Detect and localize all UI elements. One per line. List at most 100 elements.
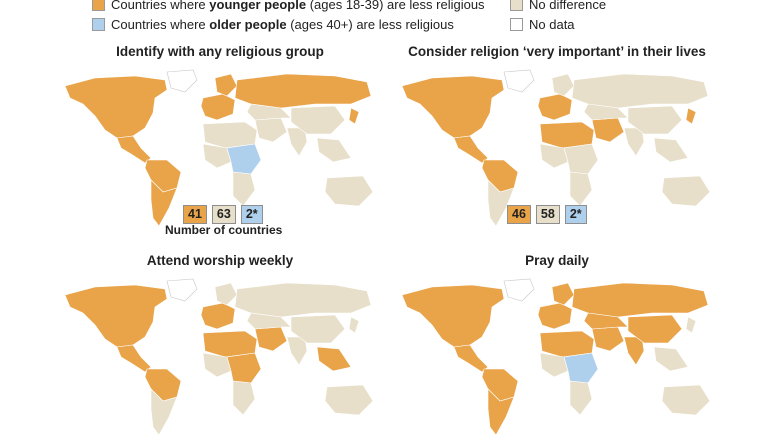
region-south-america-north xyxy=(481,368,519,402)
region-south-america-north xyxy=(144,159,182,193)
panel-religion-very-important: Consider religion ‘very important’ in th… xyxy=(392,38,722,238)
count-younger: 46 xyxy=(507,205,531,224)
region-west-africa xyxy=(539,143,569,169)
region-middle-east xyxy=(591,326,625,352)
region-japan xyxy=(685,316,697,334)
world-map xyxy=(401,69,711,227)
region-southeast-asia xyxy=(653,137,689,163)
region-china xyxy=(290,314,346,344)
count-younger: 41 xyxy=(183,205,207,224)
region-central-africa xyxy=(563,143,599,175)
region-europe-west xyxy=(537,302,573,330)
region-middle-east xyxy=(591,117,625,143)
region-europe-west xyxy=(537,93,573,121)
region-north-africa xyxy=(202,121,258,149)
legend-nodata: No data xyxy=(510,17,575,32)
region-south-america-north xyxy=(144,368,182,402)
legend-nodiff-label: No difference xyxy=(529,0,607,12)
region-southeast-asia xyxy=(316,346,352,372)
region-north-america xyxy=(64,284,168,348)
region-central-africa xyxy=(563,352,599,384)
region-india xyxy=(286,336,308,366)
region-southern-africa xyxy=(569,380,593,416)
legend-older: Countries where older people (ages 40+) … xyxy=(92,17,454,32)
region-southern-africa xyxy=(232,171,256,207)
region-central-america xyxy=(453,135,489,164)
panel-identify-religious-group: Identify with any religious group 41 63 … xyxy=(55,38,385,238)
panel-title: Identify with any religious group xyxy=(116,44,324,59)
region-central-asia xyxy=(583,103,629,121)
world-map xyxy=(401,278,711,436)
region-central-asia xyxy=(583,312,629,330)
region-central-america xyxy=(116,135,152,164)
region-central-africa xyxy=(226,143,262,175)
legend-younger: Countries where younger people (ages 18-… xyxy=(92,0,485,12)
region-north-america xyxy=(401,75,505,139)
region-india xyxy=(623,336,645,366)
region-southeast-asia xyxy=(653,346,689,372)
nodata-swatch xyxy=(510,18,523,31)
region-north-africa xyxy=(202,330,258,358)
region-japan xyxy=(685,107,697,125)
country-counts: 46 58 2* xyxy=(507,205,587,224)
region-scandinavia xyxy=(214,73,238,97)
world-map xyxy=(64,69,374,227)
region-scandinavia xyxy=(551,282,575,306)
region-north-america xyxy=(401,284,505,348)
counts-caption: Number of countries xyxy=(165,223,283,237)
count-no-difference: 63 xyxy=(211,205,236,224)
region-greenland xyxy=(503,278,535,302)
region-australia xyxy=(661,384,711,416)
region-west-africa xyxy=(202,143,232,169)
region-japan xyxy=(348,316,360,334)
legend-younger-text: Countries where younger people (ages 18-… xyxy=(111,0,485,12)
older-swatch xyxy=(92,18,105,31)
region-central-america xyxy=(116,344,152,373)
region-north-africa xyxy=(539,121,595,149)
count-no-difference: 58 xyxy=(535,205,560,224)
region-west-africa xyxy=(539,352,569,378)
region-russia xyxy=(234,282,372,318)
region-greenland xyxy=(503,69,535,93)
region-scandinavia xyxy=(551,73,575,97)
region-south-america-south xyxy=(487,179,515,227)
region-central-america xyxy=(453,344,489,373)
legend-older-text: Countries where older people (ages 40+) … xyxy=(111,17,454,32)
legend-nodata-label: No data xyxy=(529,17,575,32)
region-north-africa xyxy=(539,330,595,358)
region-australia xyxy=(661,175,711,207)
region-north-america xyxy=(64,75,168,139)
region-scandinavia xyxy=(214,282,238,306)
region-middle-east xyxy=(254,326,288,352)
region-southeast-asia xyxy=(316,137,352,163)
count-older: 2* xyxy=(240,205,263,224)
region-west-africa xyxy=(202,352,232,378)
region-central-asia xyxy=(246,312,292,330)
region-middle-east xyxy=(254,117,288,143)
nodiff-swatch xyxy=(510,0,523,11)
region-south-america-south xyxy=(150,179,178,227)
region-south-america-north xyxy=(481,159,519,193)
region-india xyxy=(286,127,308,157)
region-australia xyxy=(324,175,374,207)
region-europe-west xyxy=(200,302,236,330)
panel-title: Pray daily xyxy=(525,253,589,268)
region-greenland xyxy=(166,278,198,302)
region-china xyxy=(627,105,683,135)
region-china xyxy=(290,105,346,135)
panel-title: Consider religion ‘very important’ in th… xyxy=(408,44,706,59)
panel-attend-worship-weekly: Attend worship weekly xyxy=(55,247,385,436)
world-map xyxy=(64,278,374,436)
region-central-asia xyxy=(246,103,292,121)
region-greenland xyxy=(166,69,198,93)
panel-title: Attend worship weekly xyxy=(146,253,294,268)
country-counts: 41 63 2* xyxy=(183,205,263,224)
region-russia xyxy=(234,73,372,109)
count-older: 2* xyxy=(564,205,587,224)
region-southern-africa xyxy=(232,380,256,416)
region-india xyxy=(623,127,645,157)
region-southern-africa xyxy=(569,171,593,207)
legend-nodiff: No difference xyxy=(510,0,606,12)
region-australia xyxy=(324,384,374,416)
region-china xyxy=(627,314,683,344)
